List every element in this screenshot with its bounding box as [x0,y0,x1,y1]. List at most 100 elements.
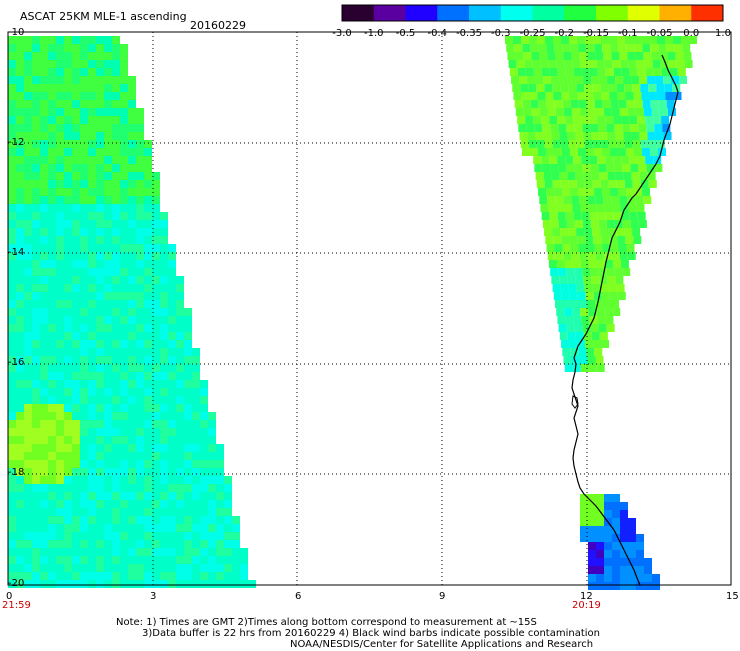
swath-cell [96,372,104,380]
swath-cell [104,428,112,436]
colorbar-tick-label: -0.05 [647,28,673,39]
swath-cell [152,508,160,516]
swath-cell [56,212,64,220]
swath-cell [88,460,96,468]
swath-cell [553,36,561,44]
swath-cell [24,236,32,244]
colorbar-swatch [596,5,629,21]
swath-cell [8,412,16,420]
swath-cell [72,356,80,364]
swath-cell [588,534,596,542]
swath-cell [112,380,120,388]
swath-cell [56,324,64,332]
swath-cell [216,508,224,516]
swath-cell [574,220,583,228]
swath-cell [572,260,581,268]
swath-cell [120,420,128,428]
swath-cell [8,132,16,140]
swath-cell [40,492,48,500]
swath-cell [152,476,160,484]
swath-cell [32,324,40,332]
swath-cell [168,580,176,588]
swath-cell [72,276,80,284]
swath-cell [581,116,590,124]
swath-cell [168,388,176,396]
swath-cell [48,84,56,92]
swath-cell [48,316,56,324]
swath-cell [96,300,104,308]
swath-cell [48,300,56,308]
swath-cell [32,60,40,68]
swath-cell [40,484,48,492]
swath-cell [16,348,24,356]
swath-cell [192,372,200,380]
swath-cell [56,540,64,548]
swath-cell [96,116,104,124]
swath-cell [609,92,618,100]
swath-cell [96,44,104,52]
swath-cell [539,108,548,116]
swath-cell [48,548,56,556]
swath-cell [88,356,96,364]
swath-cell [548,260,557,268]
swath-cell [152,580,160,588]
swath-cell [16,548,24,556]
swath-cell [64,428,72,436]
swath-cell [632,228,641,236]
swath-cell [64,172,72,180]
swath-cell [603,196,612,204]
swath-cell [515,108,524,116]
swath-cell [176,404,184,412]
swath-cell [72,556,80,564]
swath-cell [32,524,40,532]
swath-cell [112,172,120,180]
swath-cell [538,188,547,196]
swath-cell [216,476,224,484]
swath-cell [128,116,136,124]
swath-cell [200,540,208,548]
swath-cell [176,292,184,300]
swath-cell [88,284,96,292]
swath-cell [72,572,80,580]
swath-cell [192,412,200,420]
swath-cell [624,140,633,148]
swath-cell [535,76,544,84]
swath-cell [144,396,152,404]
swath-cell [512,84,521,92]
swath-cell [184,572,192,580]
swath-cell [152,516,160,524]
swath-cell [8,500,16,508]
swath-cell [112,212,120,220]
swath-cell [128,396,136,404]
swath-cell [184,460,192,468]
swath-cell [612,518,620,526]
swath-cell [606,268,615,276]
swath-cell [8,180,16,188]
swath-cell [120,124,128,132]
swath-cell [24,580,32,588]
swath-cell [136,364,144,372]
swath-cell [32,548,40,556]
swath-cell [120,284,128,292]
swath-cell [546,244,555,252]
swath-cell [96,436,104,444]
swath-cell [24,452,32,460]
swath-cell [96,428,104,436]
swath-cell [637,116,646,124]
swath-cell [120,292,128,300]
swath-cell [96,92,104,100]
swath-cell [661,116,670,124]
swath-cell [16,60,24,68]
swath-cell [56,524,64,532]
swath-cell [595,356,604,364]
swath-cell [24,196,32,204]
swath-cell [104,260,112,268]
swath-cell [572,60,581,68]
swath-cell [200,492,208,500]
swath-cell [16,276,24,284]
swath-cell [643,196,652,204]
swath-cell [537,148,546,156]
swath-cell [546,44,555,52]
swath-cell [112,412,120,420]
swath-cell [682,44,691,52]
